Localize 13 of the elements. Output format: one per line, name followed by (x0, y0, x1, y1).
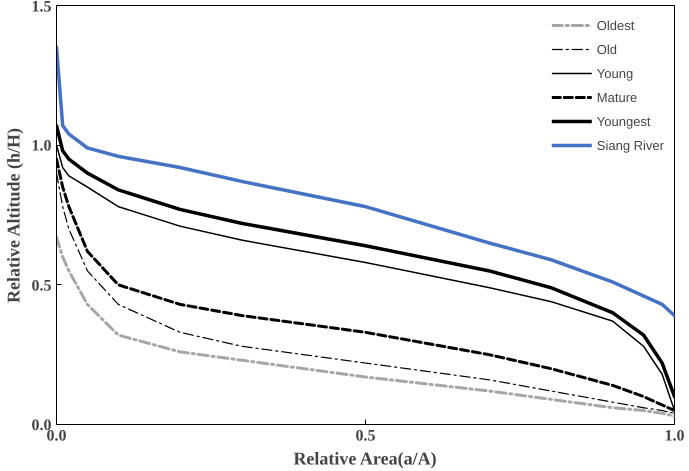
legend-label: Mature (596, 90, 638, 104)
legend-label: Young (596, 66, 634, 80)
y-tick-label: 1.5 (32, 0, 52, 16)
legend-label: Siang River (596, 138, 664, 152)
legend-label: Oldest (596, 18, 634, 32)
y-axis-title: Relative Altitude (h/H) (4, 128, 24, 303)
y-tick-label: 0.5 (32, 277, 52, 294)
legend-label: Old (596, 42, 618, 56)
x-tick-label: 1.0 (664, 428, 684, 444)
y-tick-label: 1.0 (32, 138, 52, 155)
x-axis-title: Relative Area(a/A) (293, 448, 437, 468)
legend-label: Youngest (596, 114, 651, 128)
x-tick-label: 0.5 (356, 428, 376, 444)
